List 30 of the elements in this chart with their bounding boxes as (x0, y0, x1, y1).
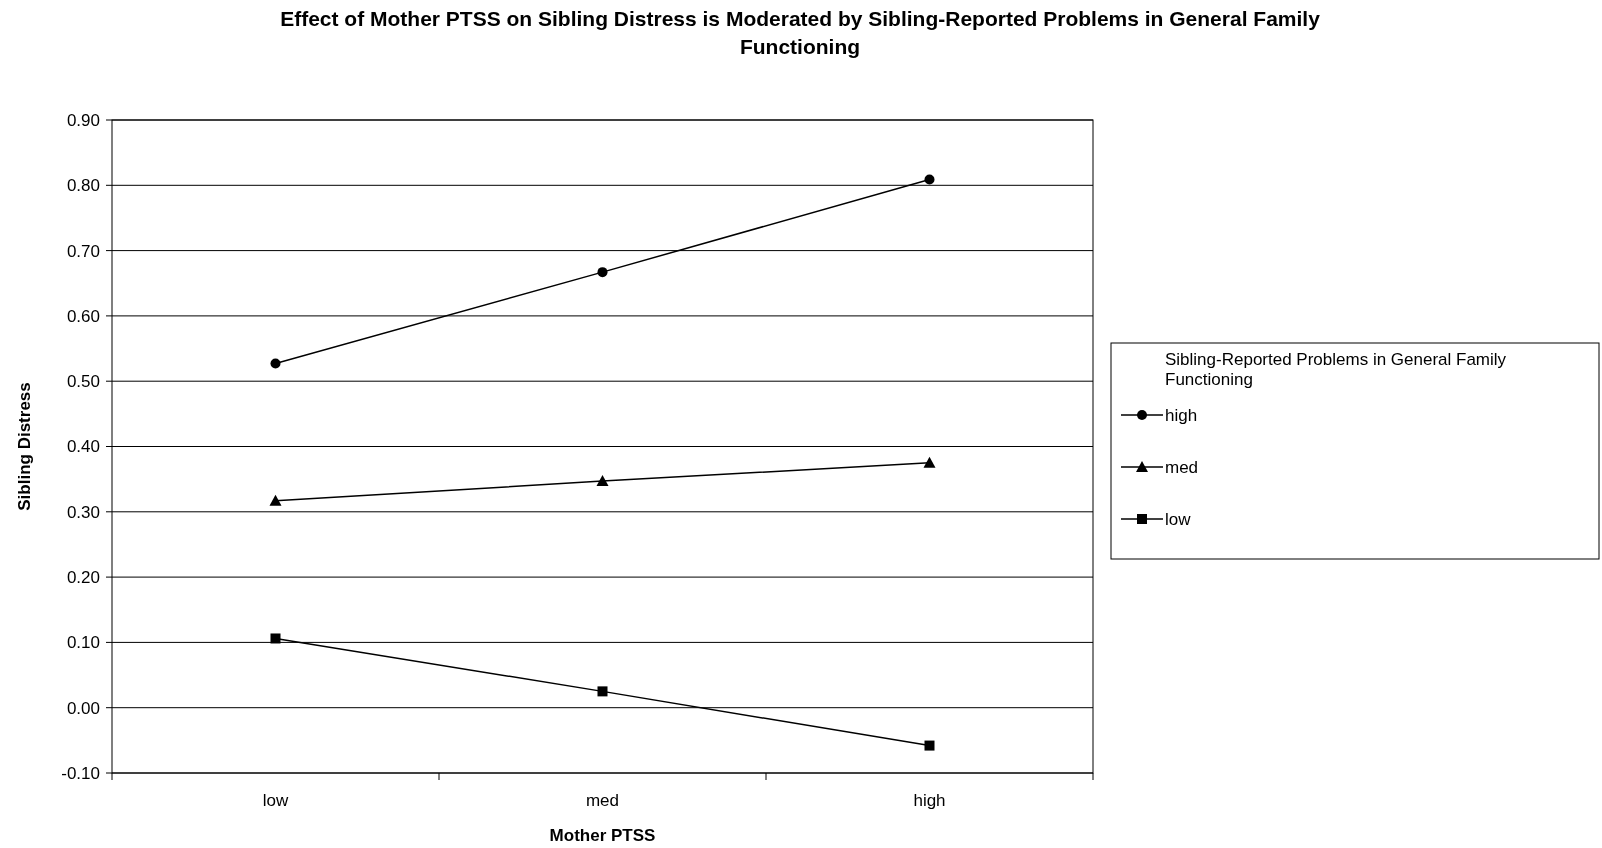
point (923, 456, 936, 468)
x-tick-label: med (585, 791, 620, 810)
point (924, 740, 935, 751)
y-tick-label: 0.50 (66, 372, 100, 392)
legend-label: low (1165, 509, 1192, 529)
legend-label: high (1165, 405, 1198, 425)
chart-title: Effect of Mother PTSS on Sibling Distress is Moderated by Sibling-Reported Problems in General Family Functioning (280, 7, 1321, 58)
y-tick-label: 0.40 (66, 437, 100, 457)
point (596, 475, 609, 487)
point (270, 633, 281, 644)
y-tick-label: 0.30 (66, 502, 100, 522)
y-tick-label: 0.60 (66, 306, 100, 326)
point (270, 358, 281, 369)
point (597, 267, 608, 278)
y-tick-label: -0.10 (61, 763, 100, 783)
legend-label: med (1165, 457, 1199, 477)
y-tick-label: 0.90 (66, 110, 100, 130)
y-axis-title: Sibling Distress (15, 382, 34, 511)
x-tick-label: low (262, 791, 289, 810)
y-tick-label: 0.20 (66, 568, 100, 588)
x-tick-label: high (913, 791, 946, 810)
y-tick-label: 0.80 (66, 176, 100, 196)
legend-title: Sibling-Reported Problems in General Family Functioning (1165, 350, 1507, 389)
y-tick-label: 0.10 (66, 633, 100, 653)
point (269, 494, 282, 506)
point (597, 686, 608, 697)
x-axis-title: Mother PTSS (549, 826, 656, 845)
y-tick-label: 0.70 (66, 241, 100, 261)
point (924, 174, 935, 185)
y-tick-label: 0.00 (66, 698, 100, 718)
